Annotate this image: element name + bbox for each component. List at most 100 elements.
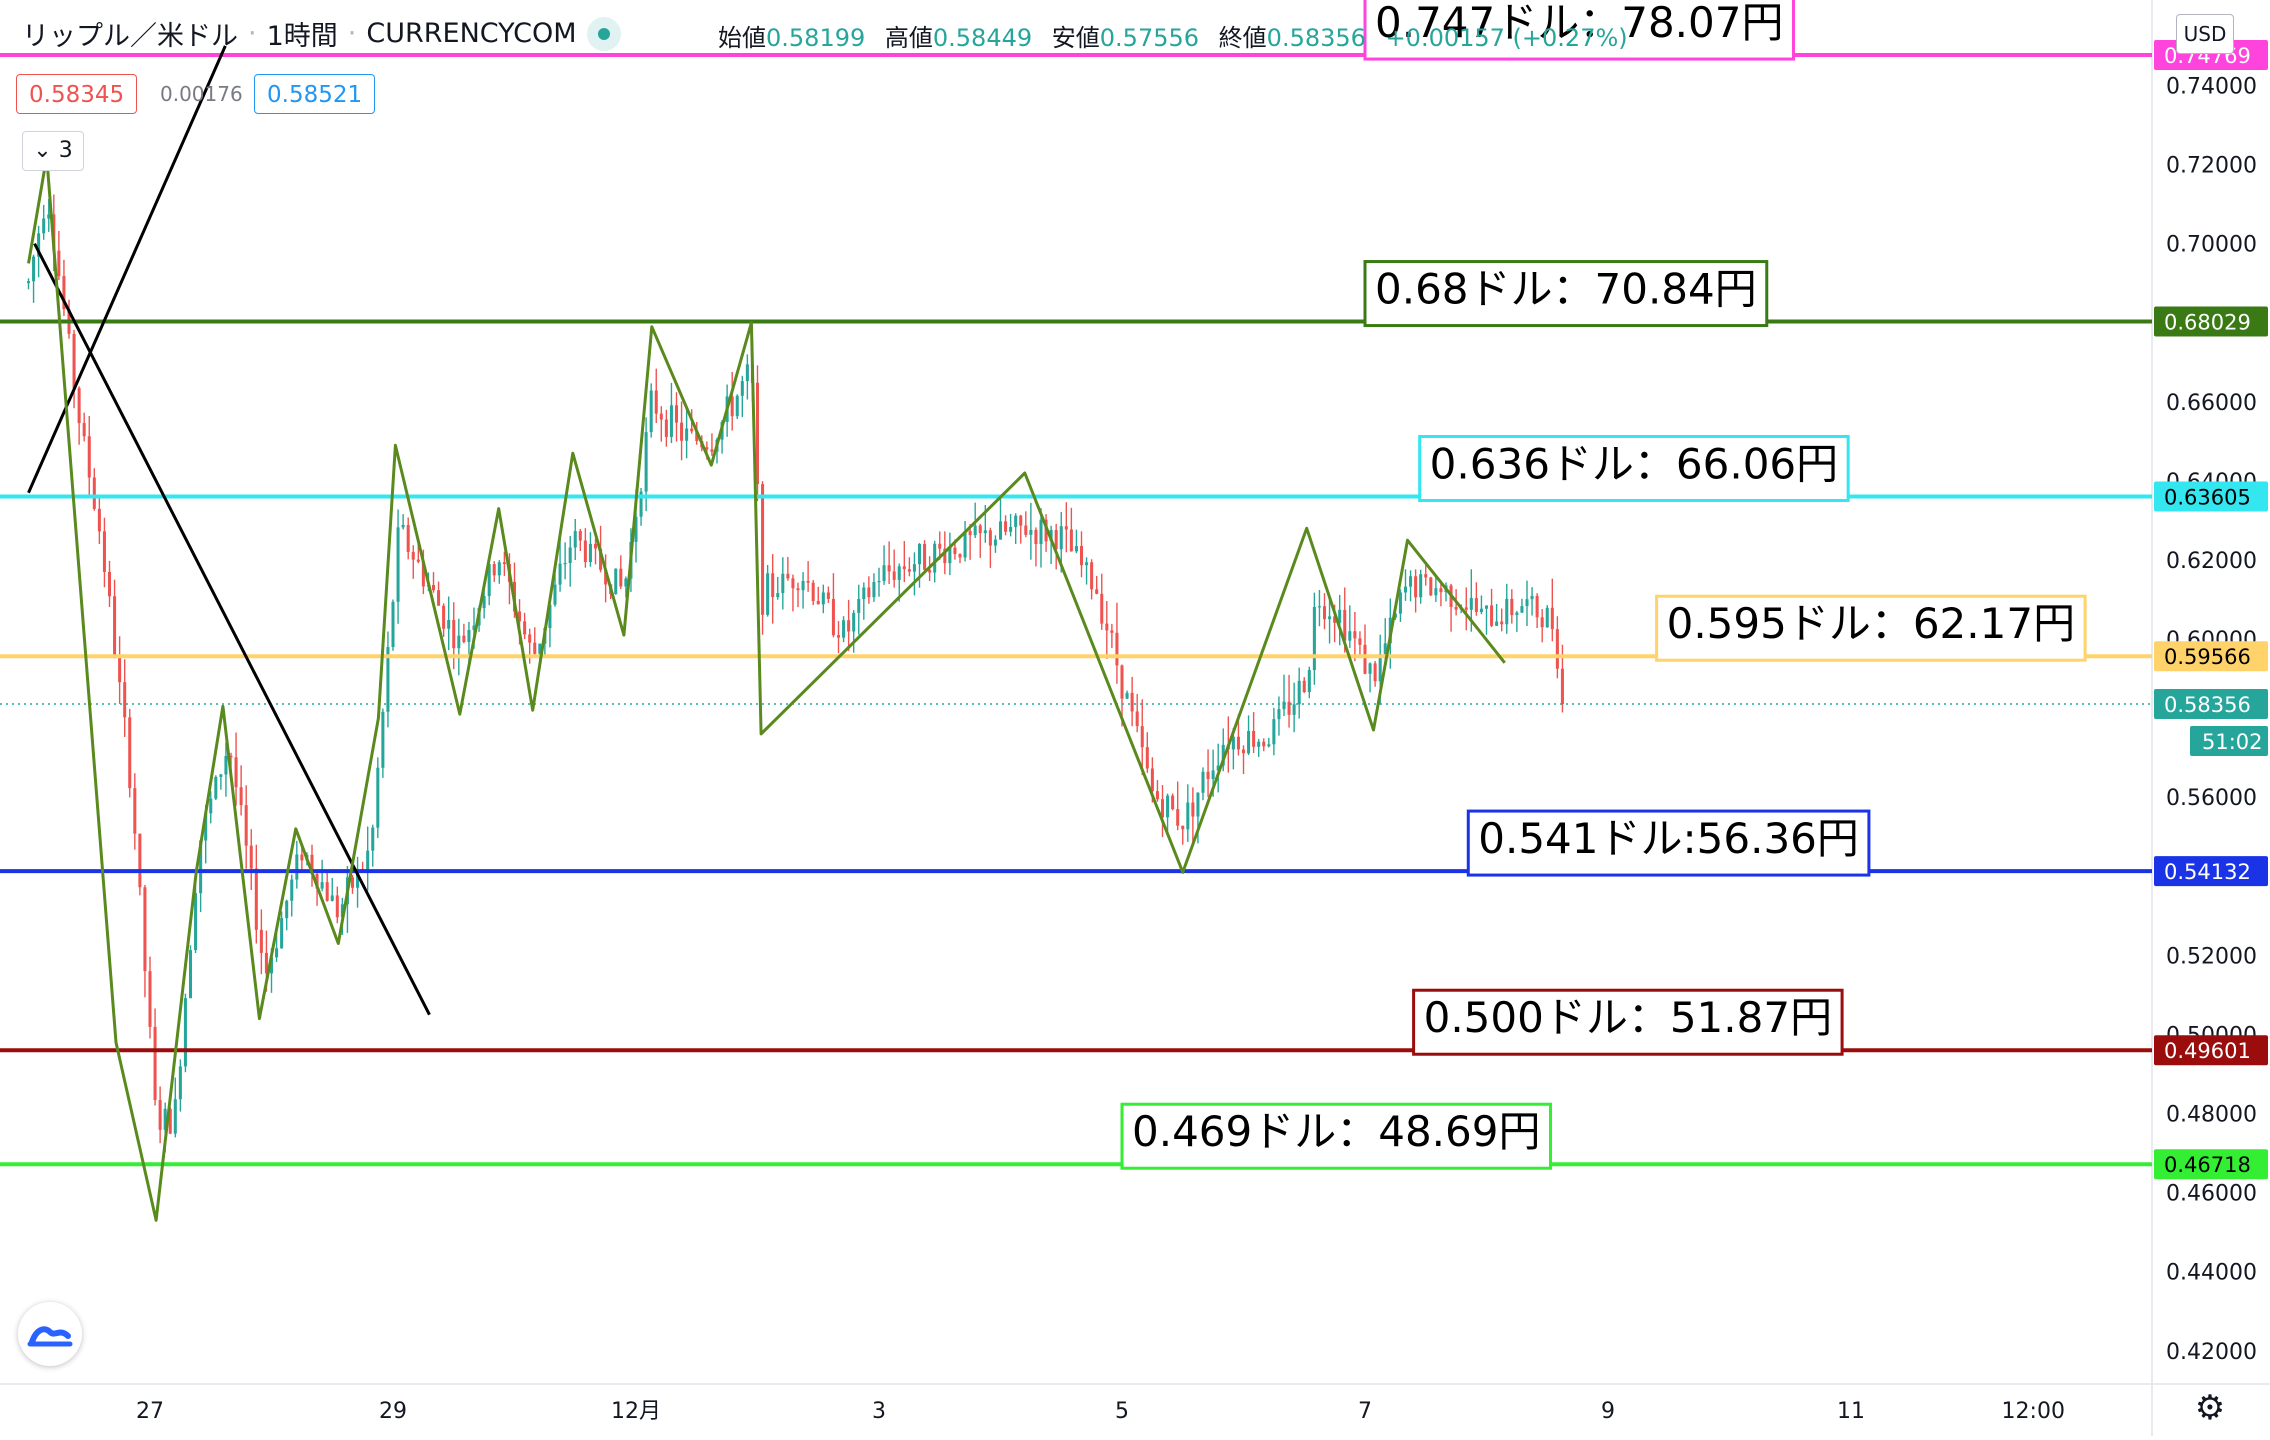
candle-body [37,233,41,257]
candle-body [776,593,780,598]
candle-body [320,882,324,889]
candle-body [1236,736,1240,750]
candle-body [57,250,61,277]
candle-body [335,895,339,918]
candle-body [1079,546,1084,566]
candle-body [168,1108,172,1134]
candle-body [356,868,360,888]
candle-body [366,850,370,870]
sell-button[interactable]: 0.58345 [16,74,138,114]
candle-body [1257,741,1261,747]
candle-body [862,587,866,599]
candle-body [457,635,461,649]
candle-body [204,813,208,841]
trend-line[interactable] [27,45,227,494]
candle-body [128,717,132,789]
interval-label[interactable]: 1時間 [266,21,338,52]
level-annotation-box [1655,594,2087,662]
candle-body [826,592,830,599]
indicator-toggle-button[interactable]: ⌄ 3 [22,131,84,171]
symbol-name[interactable]: リップル／米ドル [22,21,238,52]
level-annotation[interactable]: 0.469ドル：48.69円 [1120,1102,1552,1170]
candle-body [771,573,775,598]
level-annotation-box [1363,0,1795,61]
tradingview-logo-icon[interactable] [18,1302,82,1366]
candle-body [1100,593,1104,624]
buy-button[interactable]: 0.58521 [254,74,376,114]
currency-button[interactable]: USD [2176,14,2234,54]
zigzag-line[interactable] [27,155,1506,1222]
candle-body [1545,607,1549,628]
candle-body [842,620,846,638]
level-annotation[interactable]: 0.595ドル：62.17円 [1655,594,2087,662]
candle-body [599,548,603,570]
candle-body [1054,529,1058,550]
y-tick-label: 0.44000 [2166,1261,2257,1286]
candle-body [963,530,967,558]
level-price-tag-bg [2154,856,2268,887]
candle-body [497,562,501,576]
candle-body [97,508,101,532]
candle-body [1252,730,1256,747]
candle-body [928,569,932,573]
candle-body [47,214,51,219]
candle-body [1095,589,1099,594]
candle-body [1039,519,1043,544]
candle-body [259,929,263,953]
candle-body [1424,574,1428,578]
candle-body [1267,744,1271,747]
candle-body [639,491,643,517]
open-value: 0.58199 [766,24,866,52]
spread-value: 0.00176 [160,82,243,106]
candle-body [1221,744,1225,766]
candle-body [897,566,901,580]
candle-body [1166,795,1170,818]
candle-body [300,854,304,861]
level-annotation[interactable]: 0.541ドル:56.36円 [1466,809,1871,877]
candle-body [983,530,987,534]
trend-line[interactable] [33,242,431,1016]
candle-body [118,655,122,683]
candle-body [902,566,906,570]
level-annotation[interactable]: 0.636ドル：66.06円 [1418,434,1850,502]
y-tick-label: 0.48000 [2166,1103,2257,1128]
x-tick-label: 3 [872,1399,886,1424]
market-status-icon [586,16,621,51]
candle-body [1403,586,1408,593]
candle-body [1085,562,1089,566]
candle-body [199,840,203,894]
low-label: 安値 [1051,24,1100,52]
candle-body [148,971,152,1027]
level-price-tag-bg [2154,1149,2268,1180]
candle-body [1292,704,1296,715]
candle-body [133,788,137,834]
candle-body [573,531,577,548]
chart-header: リップル／米ドル · 1時間 · CURRENCYCOM [22,14,621,53]
settings-gear-icon[interactable]: ⚙ [2194,1388,2226,1428]
candle-body [538,643,542,654]
candle-body [1241,749,1246,754]
candle-body [755,382,760,485]
candle-body [1525,599,1529,607]
candle-body [285,900,289,919]
level-price-tag: 0.59566 [2164,645,2251,669]
candle-body [1317,606,1321,608]
indicator-count: 3 [58,138,73,163]
level-annotation-text: 0.747ドル：78.07円 [1375,0,1783,47]
candle-body [882,565,886,582]
candle-body [1155,791,1159,800]
candle-body [1383,643,1387,654]
candle-body [1550,607,1554,630]
candle-body [1535,595,1539,618]
level-annotation[interactable]: 0.500ドル：51.87円 [1412,988,1844,1056]
level-annotation[interactable]: 0.68ドル：70.84円 [1363,260,1769,328]
header-separator: · [248,18,257,49]
level-annotation-box [1412,988,1844,1056]
candle-body [1429,577,1433,596]
y-tick-label: 0.42000 [2166,1340,2257,1365]
level-annotation[interactable]: 0.747ドル：78.07円 [1363,0,1795,61]
candle-body [1130,692,1134,712]
candle-body [907,569,911,572]
